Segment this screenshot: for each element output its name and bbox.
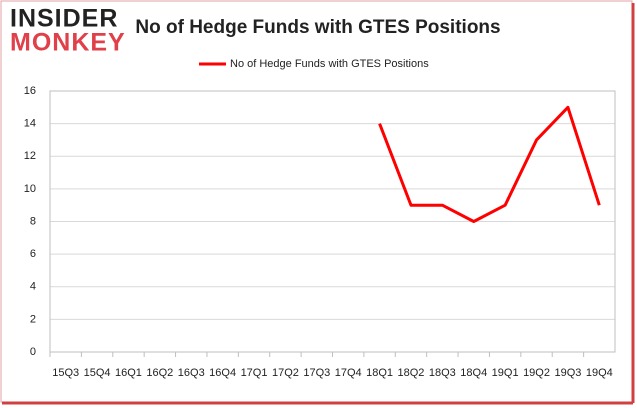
logo-top: INSIDER [10,5,118,33]
logo-bottom: MONKEY [10,29,126,57]
x-tick-label: 19Q3 [554,367,581,379]
x-tick-label: 16Q4 [209,367,236,379]
y-tick-label: 14 [24,118,36,130]
y-tick-label: 10 [24,183,36,195]
x-tick-label: 15Q3 [52,367,79,379]
x-tick-label: 16Q2 [146,367,173,379]
x-tick-label: 15Q4 [84,367,111,379]
y-tick-label: 4 [30,281,36,293]
x-tick-label: 18Q3 [429,367,456,379]
y-tick-label: 12 [24,150,36,162]
x-tick-label: 17Q2 [272,367,299,379]
x-tick-label: 16Q3 [178,367,205,379]
y-tick-label: 6 [30,248,36,260]
y-tick-label: 8 [30,215,36,227]
chart-title: No of Hedge Funds with GTES Positions [135,17,500,38]
x-tick-label: 16Q1 [115,367,142,379]
y-tick-label: 2 [30,313,36,325]
x-tick-label: 17Q3 [303,367,330,379]
data-line [378,105,601,223]
x-tick-label: 19Q1 [492,367,519,379]
x-tick-label: 19Q4 [586,367,613,379]
x-tick-label: 18Q2 [398,367,425,379]
x-tick-label: 17Q1 [241,367,268,379]
y-tick-label: 16 [24,85,36,97]
x-tick-label: 17Q4 [335,367,362,379]
x-tick-label: 18Q1 [366,367,393,379]
legend-label: No of Hedge Funds with GTES Positions [230,58,429,70]
y-tick-label: 0 [30,346,36,358]
x-tick-label: 19Q2 [523,367,550,379]
x-tick-label: 18Q4 [460,367,487,379]
